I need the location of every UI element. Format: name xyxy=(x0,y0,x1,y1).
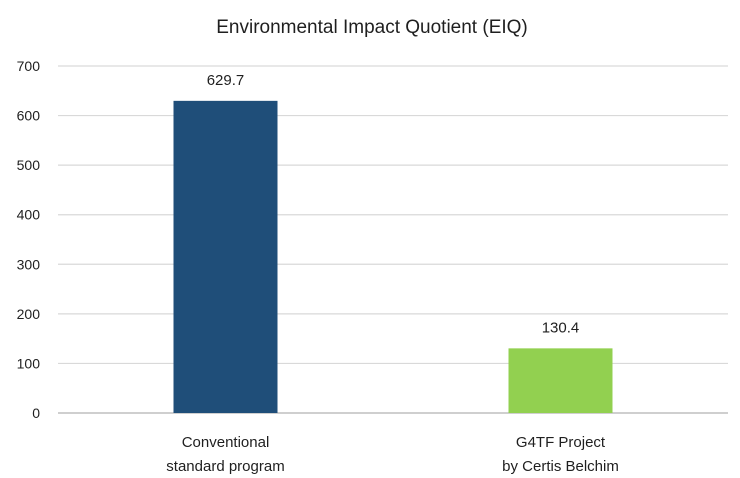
y-tick-label: 500 xyxy=(17,157,41,173)
y-tick-label: 300 xyxy=(17,256,41,272)
chart-title: Environmental Impact Quotient (EIQ) xyxy=(216,17,528,38)
x-axis-categories: Conventional standard program G4TF Project… xyxy=(166,434,619,475)
bar-2 xyxy=(508,348,613,413)
y-tick-label: 200 xyxy=(17,306,41,322)
category-label: G4TF Project xyxy=(516,434,606,451)
category-label: standard program xyxy=(166,458,284,475)
y-tick-label: 100 xyxy=(17,355,41,371)
category-label: by Certis Belchim xyxy=(502,458,619,475)
bars xyxy=(173,100,613,413)
data-label: 130.4 xyxy=(542,319,580,336)
data-labels: 629.7 130.4 xyxy=(207,72,580,337)
category-label: Conventional xyxy=(182,434,270,451)
y-tick-label: 600 xyxy=(17,108,41,124)
y-tick-label: 700 xyxy=(17,58,41,74)
y-tick-label: 0 xyxy=(32,405,40,421)
y-tick-label: 400 xyxy=(17,207,41,223)
gridlines xyxy=(58,65,728,414)
bar-1 xyxy=(173,100,278,413)
y-axis-ticks: 0 100 200 300 400 500 600 700 xyxy=(17,58,41,421)
data-label: 629.7 xyxy=(207,72,245,89)
